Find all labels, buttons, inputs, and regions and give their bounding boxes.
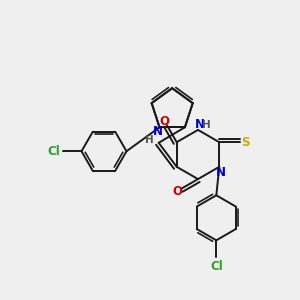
Text: Cl: Cl: [47, 145, 60, 158]
Text: O: O: [172, 185, 182, 198]
Text: Cl: Cl: [210, 260, 223, 273]
Text: H: H: [145, 135, 154, 146]
Text: N: N: [194, 118, 205, 131]
Text: N: N: [216, 166, 226, 179]
Text: N: N: [153, 125, 163, 138]
Text: O: O: [160, 115, 170, 128]
Text: H: H: [202, 119, 211, 130]
Text: S: S: [242, 136, 250, 149]
